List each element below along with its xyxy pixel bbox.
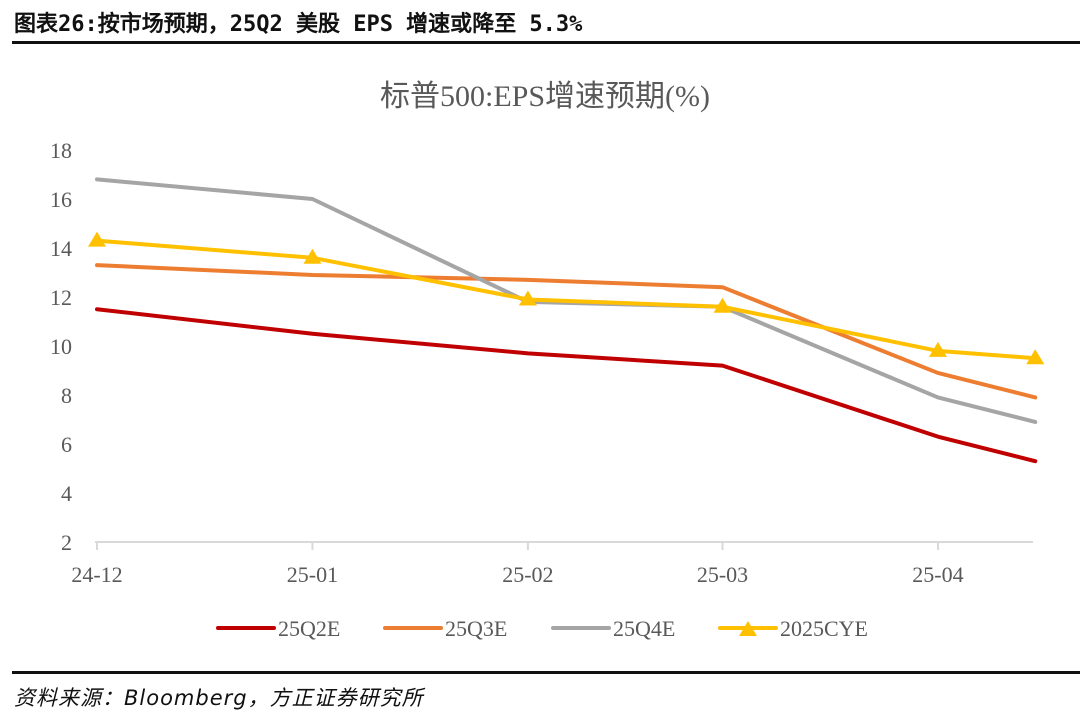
legend-marker-icon [739, 621, 757, 636]
figure-title: 图表26:按市场预期，25Q2 美股 EPS 增速或降至 5.3% [14, 12, 583, 37]
series-line-25Q3E [95, 263, 1038, 400]
x-tick-label: 25-03 [697, 562, 748, 587]
top-rule [12, 41, 1080, 44]
bottom-rule [12, 671, 1080, 674]
chart-title: 标普500:EPS增速预期(%) [380, 80, 710, 113]
data-point-2025CYE [1026, 349, 1045, 365]
legend-label: 2025CYE [780, 616, 868, 641]
data-point-2025CYE [928, 341, 947, 357]
legend-label: 25Q3E [445, 616, 507, 641]
y-tick-label: 18 [50, 138, 72, 163]
source-note: 资料来源：Bloomberg，方正证券研究所 [14, 686, 424, 710]
y-tick-label: 16 [50, 187, 72, 212]
legend-label: 25Q4E [613, 616, 675, 641]
y-tick-label: 8 [61, 383, 72, 408]
y-tick-label: 6 [61, 432, 72, 457]
y-tick-label: 2 [61, 530, 72, 555]
data-point-2025CYE [88, 231, 106, 247]
data-point-2025CYE [713, 297, 732, 313]
data-point-2025CYE [518, 290, 537, 306]
series-line-2025CYE [95, 238, 1038, 361]
y-tick-label: 12 [50, 285, 72, 310]
x-tick-label: 25-02 [502, 562, 553, 587]
x-tick-label: 24-12 [71, 562, 122, 587]
x-tick-label: 25-04 [912, 562, 963, 587]
x-tick-label: 25-01 [287, 562, 338, 587]
series-line-25Q2E [95, 307, 1038, 464]
y-tick-label: 14 [50, 236, 72, 261]
y-tick-label: 4 [61, 481, 72, 506]
y-tick-label: 10 [50, 334, 72, 359]
data-point-2025CYE [303, 248, 322, 264]
legend-label: 25Q2E [278, 616, 340, 641]
